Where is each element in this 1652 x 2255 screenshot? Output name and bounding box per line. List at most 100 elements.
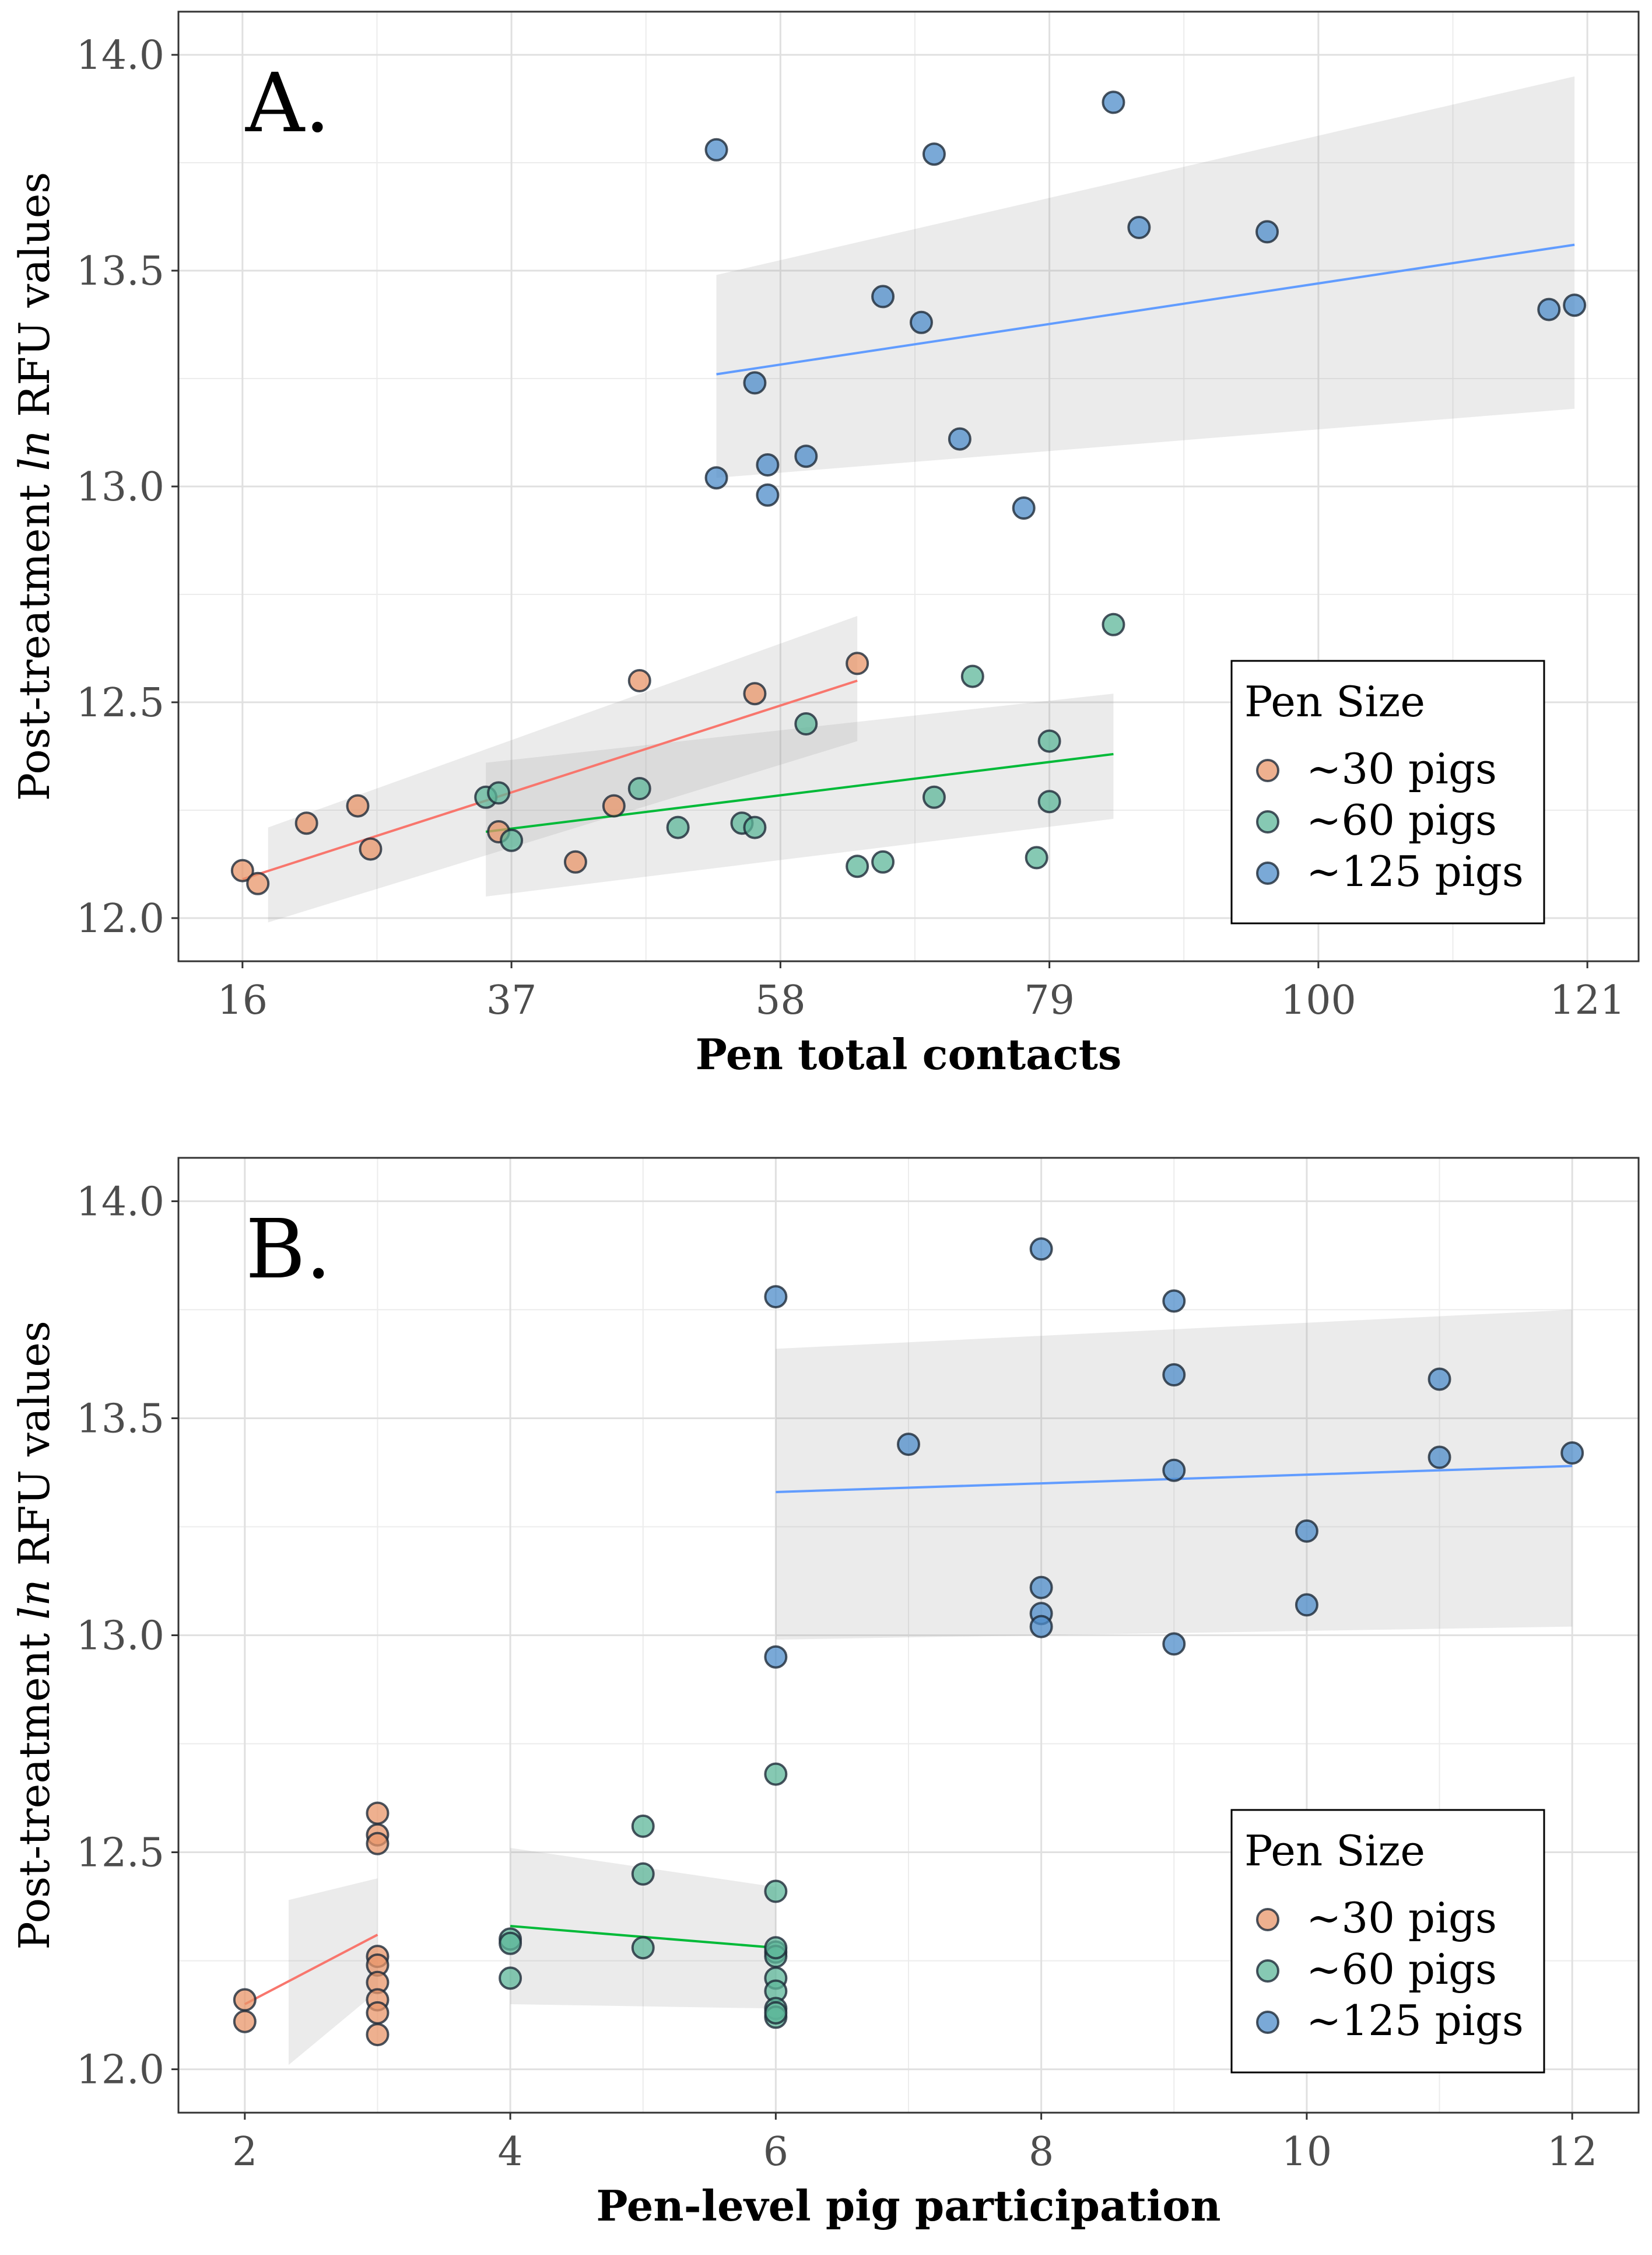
data-point [1563,293,1587,317]
x-tick-label: 100 [1281,978,1356,1024]
y-tick-label: 13.0 [76,1613,164,1659]
legend-key-0 [1256,759,1279,782]
data-point [1560,1441,1584,1465]
legend-entry: ~60 pigs [1306,1945,1497,1994]
data-point [871,850,895,874]
y-tick-label: 13.5 [76,1396,164,1442]
y-axis-title-part: Post-treatment [10,1620,59,1950]
legend-key-2 [1256,862,1279,885]
data-point [1162,1289,1186,1313]
data-point [1029,1237,1053,1261]
x-tick-label: 16 [218,978,268,1024]
fit-line-0 [244,1934,378,2005]
data-point [246,871,270,895]
data-point [1162,1632,1186,1656]
data-point [366,1801,390,1825]
y-tick-label: 12.0 [76,2047,164,2093]
data-point [631,1936,655,1960]
legend-title: Pen Size [1244,677,1425,726]
data-point [743,371,767,395]
series-2 [704,90,1587,520]
data-point [871,285,895,309]
series-1 [474,612,1125,878]
y-axis-title-part: ln [10,430,59,471]
y-tick-label: 14.0 [76,1179,164,1225]
legend-box [1230,1809,1545,2074]
data-point [602,794,626,818]
data-point [1255,220,1279,244]
confidence-band-1 [510,1848,776,2009]
data-point [230,859,254,883]
data-point [1037,790,1061,814]
data-point [743,682,767,706]
data-point [1102,612,1125,636]
legend-title: Pen Size [1244,1826,1425,1875]
data-point [359,837,383,861]
x-axis-title: Pen-level pig participation [596,2181,1220,2231]
data-point [764,1645,788,1669]
y-tick-label: 12.5 [76,680,164,726]
y-tick-label: 13.0 [76,464,164,510]
confidence-band-1 [486,694,1114,897]
legend-key-0 [1256,1908,1279,1931]
data-point [1127,216,1151,239]
legend: Pen Size ~30 pigs~60 pigs~125 pigs [1230,660,1545,925]
panel-label: B. [245,1202,331,1297]
data-point [794,712,818,736]
data-point [1025,846,1048,870]
data-point [756,483,780,507]
data-point [631,1814,655,1838]
legend-key-1 [1256,810,1279,834]
series-0 [233,1801,390,2047]
data-point [366,2023,390,2047]
data-point [1537,297,1561,321]
x-tick-label: 6 [763,2129,788,2175]
data-point [1295,1593,1318,1617]
x-tick-label: 121 [1549,978,1625,1024]
x-tick-label: 12 [1547,2129,1598,2175]
series-0 [230,652,869,895]
fit-line-0 [242,680,858,881]
data-point [1162,1458,1186,1482]
fit-line-2 [716,243,1575,376]
data-point [764,1879,788,1903]
data-point [499,1931,522,1955]
data-point [756,453,780,477]
panel-a: 16 37 58 79 100 121 12.0 12.5 13.0 13.5 14.0 Pen to… [10,10,1640,1079]
fit-line-1 [485,752,1114,833]
legend: Pen Size ~30 pigs~60 pigs~125 pigs [1230,1809,1545,2074]
x-tick-label: 58 [755,978,806,1024]
x-tick-label: 79 [1024,978,1075,1024]
series-1 [499,1762,788,2029]
y-tick-label: 12.5 [76,1830,164,1876]
data-point [764,1762,788,1786]
data-point [922,142,946,166]
data-point [563,850,587,874]
panel-b: 2 4 6 8 10 12 12.0 12.5 13.0 13.5 14.0 Pen-level pi… [10,1157,1640,2231]
data-point [764,2001,788,2025]
data-point [346,794,370,818]
legend-entry: ~30 pigs [1306,1893,1497,1942]
data-point [764,1285,788,1309]
data-point [1102,90,1125,114]
data-point [743,815,767,839]
y-tick-label: 14.0 [76,33,164,79]
y-tick-label: 12.0 [76,896,164,942]
data-point [487,781,511,805]
x-tick-label: 4 [497,2129,522,2175]
data-point [1162,1363,1186,1387]
data-point [294,811,318,835]
data-point [960,664,984,688]
data-point [1295,1519,1318,1543]
data-point [631,1862,655,1886]
data-point [764,1936,788,1960]
y-axis-title-part: RFU values [10,172,59,430]
data-point [627,669,651,692]
data-point [704,466,728,490]
x-tick-label: 8 [1029,2129,1054,2175]
series-2 [764,1237,1584,1669]
legend-box [1230,660,1545,925]
legend-key-2 [1256,2011,1279,2034]
legend-entry: ~30 pigs [1306,744,1497,793]
